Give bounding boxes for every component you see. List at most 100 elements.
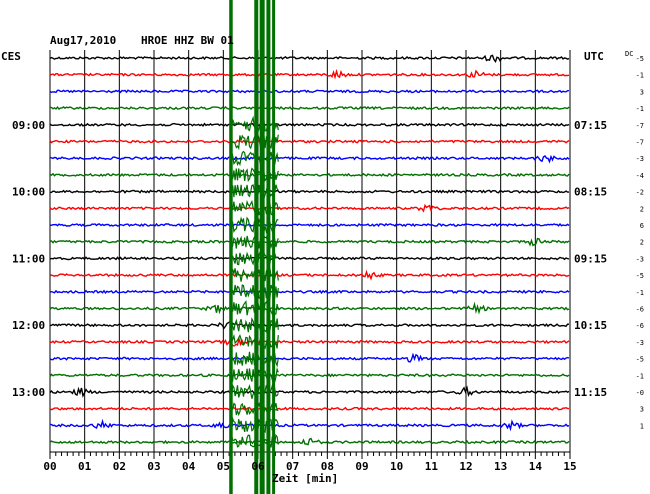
dc-offset-label: -6 bbox=[636, 306, 644, 314]
trace-row bbox=[49, 289, 570, 295]
event-wiggle bbox=[229, 433, 279, 450]
left-time-label: 11:00 bbox=[12, 252, 45, 265]
dc-offset-label: -3 bbox=[636, 155, 644, 163]
left-zone-label: CES bbox=[1, 50, 21, 63]
x-tick-label: 00 bbox=[43, 460, 56, 473]
x-tick-label: 13 bbox=[494, 460, 507, 473]
trace-row bbox=[49, 139, 570, 144]
dc-offset-label: -4 bbox=[636, 172, 644, 180]
x-tick-label: 02 bbox=[113, 460, 126, 473]
dc-offset-label: 2 bbox=[640, 205, 644, 213]
x-axis-label: Zeit [min] bbox=[272, 472, 338, 485]
left-time-label: 09:00 bbox=[12, 119, 45, 132]
x-tick-label: 11 bbox=[425, 460, 439, 473]
event-wiggle bbox=[230, 317, 279, 334]
right-zone-label: UTC bbox=[584, 50, 604, 63]
event-wiggle bbox=[229, 133, 279, 151]
event-wiggle bbox=[229, 416, 279, 434]
x-tick-label: 06 bbox=[251, 460, 265, 473]
event-saturation-band bbox=[229, 0, 233, 494]
trace-row bbox=[49, 154, 570, 164]
trace-row bbox=[49, 406, 570, 411]
event-wiggle bbox=[230, 299, 279, 317]
text-layer: Aug17,2010 HROE HHZ BW 01 CES UTC DC Zei… bbox=[1, 34, 644, 485]
event-wiggle bbox=[230, 383, 279, 399]
event-saturation-band bbox=[254, 0, 259, 494]
trace-row bbox=[49, 269, 570, 281]
trace-row bbox=[49, 437, 570, 446]
x-tick-label: 15 bbox=[563, 460, 576, 473]
dc-offset-label: -1 bbox=[636, 289, 644, 297]
event-wiggle bbox=[229, 216, 279, 234]
dc-offset-label: -1 bbox=[636, 105, 644, 113]
x-tick-label: 10 bbox=[390, 460, 403, 473]
dc-offset-label: -1 bbox=[636, 72, 644, 80]
left-time-label: 13:00 bbox=[12, 386, 45, 399]
dc-label: DC bbox=[625, 50, 633, 58]
trace-row bbox=[49, 336, 570, 347]
dc-offset-label: 3 bbox=[640, 406, 644, 414]
trace-row bbox=[49, 301, 570, 315]
dc-offset-label: 1 bbox=[640, 422, 644, 430]
trace-row bbox=[49, 68, 570, 80]
header-date: Aug17,2010 bbox=[50, 34, 116, 47]
event-layer bbox=[229, 0, 279, 494]
trace-row bbox=[49, 54, 570, 63]
dc-offset-label: -1 bbox=[636, 372, 644, 380]
trace-row bbox=[49, 385, 570, 398]
trace-row bbox=[49, 256, 570, 261]
event-saturation-band bbox=[266, 0, 271, 494]
right-time-label: 08:15 bbox=[574, 186, 607, 199]
dc-offset-label: 6 bbox=[640, 222, 644, 230]
right-time-label: 10:15 bbox=[574, 319, 607, 332]
right-time-label: 07:15 bbox=[574, 119, 607, 132]
trace-row bbox=[49, 373, 570, 378]
x-tick-label: 07 bbox=[286, 460, 299, 473]
dc-offset-label: -5 bbox=[636, 272, 644, 280]
event-wiggle bbox=[229, 184, 279, 200]
dc-offset-label: -3 bbox=[636, 339, 644, 347]
dc-offset-label: 3 bbox=[640, 88, 644, 96]
event-wiggle bbox=[229, 266, 279, 283]
dc-offset-label: -7 bbox=[636, 122, 644, 130]
trace-row bbox=[49, 89, 570, 94]
header-station: HROE HHZ BW 01 bbox=[141, 34, 234, 47]
left-time-label: 12:00 bbox=[12, 319, 45, 332]
x-tick-label: 05 bbox=[217, 460, 230, 473]
event-wiggle bbox=[229, 367, 279, 383]
dc-offset-label: -5 bbox=[636, 356, 644, 364]
trace-row bbox=[49, 172, 570, 178]
trace-row bbox=[49, 105, 570, 111]
trace-row bbox=[49, 320, 569, 330]
trace-layer bbox=[49, 54, 570, 446]
grid-layer bbox=[49, 50, 571, 459]
right-time-label: 11:15 bbox=[574, 386, 607, 399]
trace-row bbox=[49, 418, 570, 432]
dc-offset-label: -5 bbox=[636, 55, 644, 63]
event-saturation-band bbox=[259, 0, 265, 494]
x-tick-label: 03 bbox=[147, 460, 160, 473]
dc-offset-label: -3 bbox=[636, 255, 644, 263]
event-wiggle bbox=[229, 401, 279, 417]
event-wiggle bbox=[229, 333, 279, 350]
event-wiggle bbox=[229, 199, 279, 217]
event-wiggle bbox=[229, 150, 279, 167]
dc-offset-label: -2 bbox=[636, 189, 644, 197]
trace-row bbox=[49, 189, 569, 194]
x-tick-label: 04 bbox=[182, 460, 196, 473]
trace-row bbox=[49, 203, 570, 213]
x-tick-label: 01 bbox=[78, 460, 92, 473]
trace-row bbox=[49, 122, 570, 127]
trace-row bbox=[49, 237, 570, 247]
x-tick-label: 09 bbox=[355, 460, 368, 473]
dc-offset-label: -6 bbox=[636, 322, 644, 330]
event-saturation-band bbox=[272, 0, 276, 494]
trace-row bbox=[49, 222, 570, 228]
dc-offset-label: -7 bbox=[636, 139, 644, 147]
x-tick-label: 08 bbox=[321, 460, 334, 473]
event-wiggle bbox=[229, 351, 279, 368]
event-wiggle bbox=[229, 284, 279, 301]
left-time-label: 10:00 bbox=[12, 186, 45, 199]
event-wiggle bbox=[229, 167, 279, 183]
x-tick-label: 12 bbox=[459, 460, 472, 473]
